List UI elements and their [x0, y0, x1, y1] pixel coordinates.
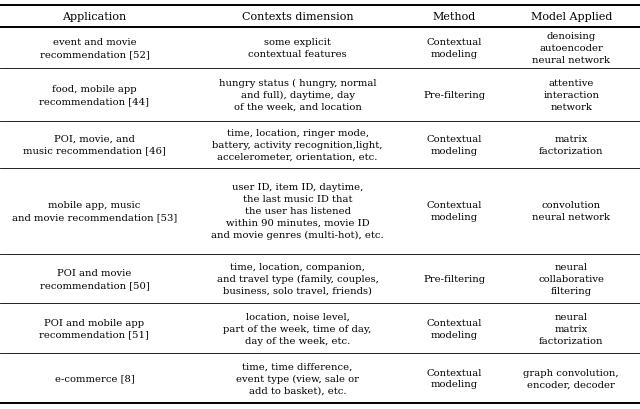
Text: Contextual
modeling: Contextual modeling	[427, 135, 482, 155]
Text: neural
matrix
factorization: neural matrix factorization	[539, 312, 604, 345]
Text: e-commerce [8]: e-commerce [8]	[54, 373, 134, 382]
Text: convolution
neural network: convolution neural network	[532, 201, 610, 222]
Text: hungry status ( hungry, normal
and full), daytime, day
of the week, and location: hungry status ( hungry, normal and full)…	[219, 79, 376, 112]
Text: location, noise level,
part of the week, time of day,
day of the week, etc.: location, noise level, part of the week,…	[223, 312, 372, 345]
Text: Application: Application	[62, 12, 127, 22]
Text: Model Applied: Model Applied	[531, 12, 612, 22]
Text: POI and mobile app
recommendation [51]: POI and mobile app recommendation [51]	[40, 318, 149, 339]
Text: Pre-filtering: Pre-filtering	[423, 91, 486, 100]
Text: Contextual
modeling: Contextual modeling	[427, 368, 482, 389]
Text: denoising
autoencoder
neural network: denoising autoencoder neural network	[532, 32, 610, 65]
Text: food, mobile app
recommendation [44]: food, mobile app recommendation [44]	[40, 85, 149, 106]
Text: some explicit
contextual features: some explicit contextual features	[248, 38, 347, 58]
Text: Method: Method	[433, 12, 476, 22]
Text: time, location, companion,
and travel type (family, couples,
business, solo trav: time, location, companion, and travel ty…	[217, 263, 378, 295]
Text: POI, movie, and
music recommendation [46]: POI, movie, and music recommendation [46…	[23, 135, 166, 155]
Text: Contextual
modeling: Contextual modeling	[427, 318, 482, 339]
Text: POI and movie
recommendation [50]: POI and movie recommendation [50]	[40, 269, 149, 289]
Text: attentive
interaction
network: attentive interaction network	[543, 79, 599, 112]
Text: graph convolution,
encoder, decoder: graph convolution, encoder, decoder	[524, 368, 619, 389]
Text: matrix
factorization: matrix factorization	[539, 135, 604, 155]
Text: Contexts dimension: Contexts dimension	[242, 12, 353, 22]
Text: Contextual
modeling: Contextual modeling	[427, 201, 482, 222]
Text: Contextual
modeling: Contextual modeling	[427, 38, 482, 58]
Text: time, location, ringer mode,
battery, activity recognition,light,
accelerometer,: time, location, ringer mode, battery, ac…	[212, 129, 383, 161]
Text: mobile app, music
and movie recommendation [53]: mobile app, music and movie recommendati…	[12, 201, 177, 222]
Text: time, time difference,
event type (view, sale or
add to basket), etc.: time, time difference, event type (view,…	[236, 362, 359, 394]
Text: event and movie
recommendation [52]: event and movie recommendation [52]	[40, 38, 149, 58]
Text: Pre-filtering: Pre-filtering	[423, 274, 486, 283]
Text: user ID, item ID, daytime,
the last music ID that
the user has listened
within 9: user ID, item ID, daytime, the last musi…	[211, 183, 384, 239]
Text: neural
collaborative
filtering: neural collaborative filtering	[538, 263, 604, 295]
